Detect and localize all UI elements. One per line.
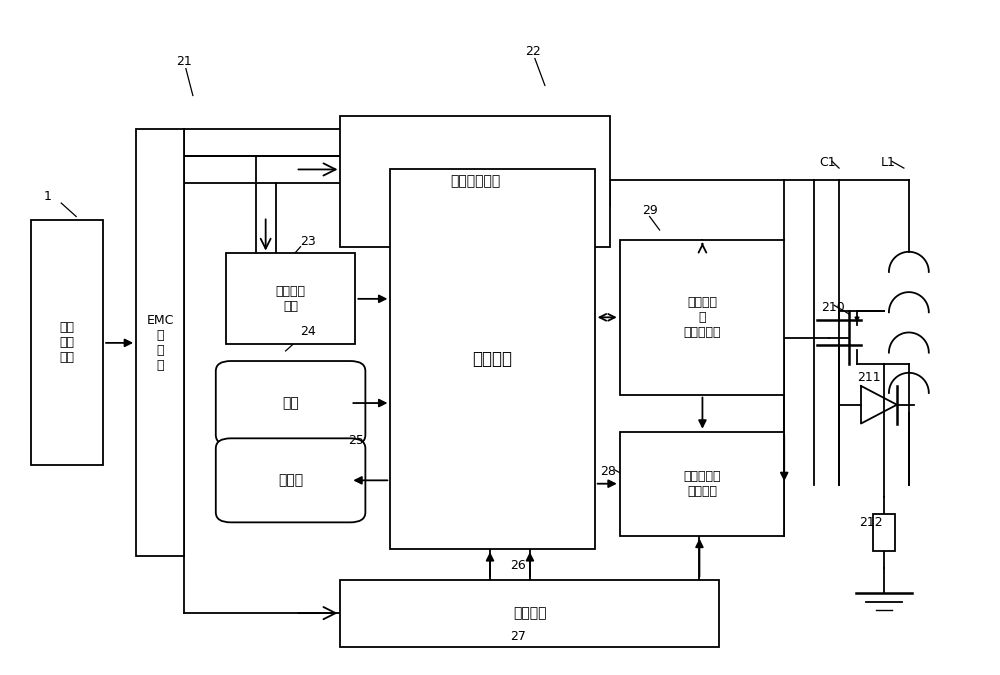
Text: 功率开关管
驱动电路: 功率开关管 驱动电路 (683, 470, 721, 497)
Text: 26: 26 (510, 560, 526, 572)
Text: 23: 23 (301, 235, 316, 248)
FancyBboxPatch shape (216, 438, 365, 522)
Text: 212: 212 (859, 516, 883, 529)
Text: 电源模块: 电源模块 (513, 606, 547, 620)
Bar (136, 129, 184, 556)
Bar (873, 514, 895, 551)
Text: 微控制器: 微控制器 (473, 350, 513, 369)
Text: 21: 21 (176, 55, 192, 68)
Bar (226, 254, 355, 344)
Bar (620, 431, 784, 536)
Bar (340, 580, 719, 647)
Text: 键盘: 键盘 (282, 396, 299, 410)
Text: 27: 27 (510, 630, 526, 643)
Text: 过压检测
与
自同步电路: 过压检测 与 自同步电路 (683, 296, 721, 339)
Bar (620, 240, 784, 395)
Text: 29: 29 (643, 205, 658, 217)
Text: 1: 1 (43, 190, 51, 202)
Text: 210: 210 (821, 300, 845, 314)
Text: 22: 22 (525, 45, 541, 58)
Text: EMC
滤
波
器: EMC 滤 波 器 (146, 314, 174, 371)
Text: L1: L1 (881, 156, 896, 169)
Bar (340, 115, 610, 247)
Text: 电流检测
电路: 电流检测 电路 (276, 285, 306, 313)
Text: 显示器: 显示器 (278, 473, 303, 487)
Bar (31, 220, 103, 465)
Text: C1: C1 (819, 156, 836, 169)
Text: 25: 25 (348, 434, 364, 447)
Bar (390, 169, 595, 549)
Text: 28: 28 (600, 465, 616, 479)
Text: 24: 24 (301, 325, 316, 338)
Text: 211: 211 (857, 371, 881, 384)
Text: 市电
输入
电路: 市电 输入 电路 (60, 321, 75, 364)
Text: 整流滤波电路: 整流滤波电路 (450, 174, 500, 188)
FancyBboxPatch shape (216, 361, 365, 445)
